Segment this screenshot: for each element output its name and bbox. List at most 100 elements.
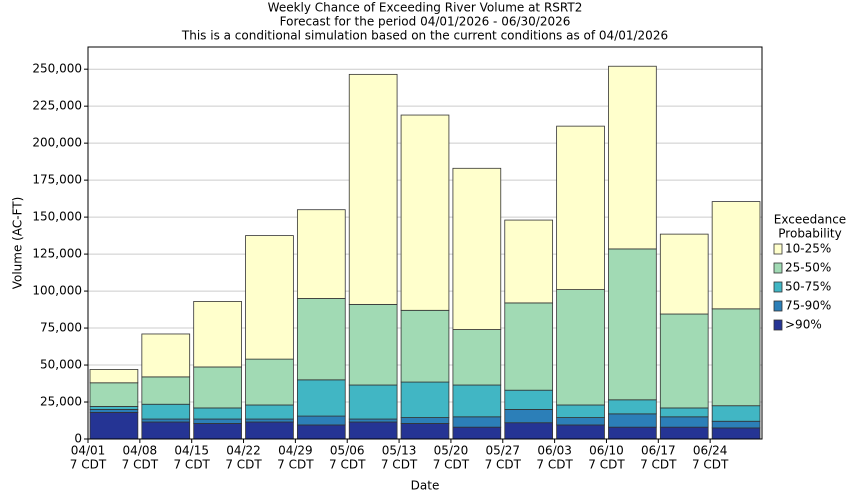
bar-segment [452, 329, 502, 386]
bar-segment [556, 404, 605, 418]
bar-segment [608, 399, 657, 415]
bar-segment [348, 421, 398, 440]
bar-segment [556, 125, 605, 290]
bar-segment [245, 235, 294, 360]
bar-segment [141, 403, 191, 420]
y-tick-label: 250,000 [32, 62, 82, 76]
x-tick-sublabel: 7 CDT [277, 458, 314, 472]
x-tick-sublabel: 7 CDT [433, 458, 470, 472]
bar-segment [89, 382, 139, 407]
y-tick-label: 200,000 [32, 136, 82, 150]
x-tick-sublabel: 7 CDT [122, 458, 159, 472]
bar-segment [141, 333, 191, 378]
bar-segment [348, 303, 398, 386]
bar-segment [608, 65, 657, 250]
bar-segment [452, 416, 502, 428]
bar-segment [608, 248, 657, 401]
x-tick-label: 05/06 [330, 444, 365, 458]
legend-swatch [773, 262, 783, 274]
x-tick-sublabel: 7 CDT [692, 458, 729, 472]
bar-segment [193, 418, 242, 424]
bar-segment [348, 384, 398, 420]
y-tick-label: 225,000 [32, 99, 82, 113]
bar-segment [452, 384, 502, 418]
chart-subtitle: This is a conditional simulation based o… [181, 29, 668, 43]
bar-segment [504, 219, 554, 304]
x-tick-sublabel: 7 CDT [173, 458, 210, 472]
x-tick-sublabel: 7 CDT [588, 458, 625, 472]
bar-segment [296, 379, 346, 417]
bar-segment [193, 366, 242, 409]
y-tick-label: 125,000 [32, 247, 82, 261]
bar-segment [193, 423, 242, 440]
x-tick-label: 04/29 [278, 444, 313, 458]
bar-segment [711, 405, 761, 422]
x-tick-label: 04/08 [123, 444, 158, 458]
bar-segment [296, 415, 346, 426]
y-tick-label: 0 [74, 432, 82, 446]
legend-label: 25-50% [785, 261, 831, 275]
bar-segment [245, 418, 294, 423]
bar-segment [400, 423, 450, 440]
chart-title: Weekly Chance of Exceeding River Volume … [268, 1, 583, 15]
x-tick-label: 04/22 [226, 444, 261, 458]
bar-segment [659, 426, 709, 440]
x-tick-sublabel: 7 CDT [329, 458, 366, 472]
x-tick-sublabel: 7 CDT [381, 458, 418, 472]
bar-segment [400, 114, 450, 311]
x-tick-sublabel: 7 CDT [536, 458, 573, 472]
x-tick-label: 06/24 [693, 444, 728, 458]
bar-segment [659, 313, 709, 409]
bar-segment [89, 406, 139, 410]
bar-segment [89, 369, 139, 384]
bar-segment [504, 302, 554, 391]
x-tick-sublabel: 7 CDT [225, 458, 262, 472]
bar-segment [711, 420, 761, 429]
bar-segment [711, 308, 761, 407]
legend-swatch [773, 319, 783, 331]
plot-border [87, 46, 763, 440]
bar-segment [89, 409, 139, 413]
bar-segment [141, 421, 191, 440]
y-tick-label: 50,000 [40, 358, 82, 372]
bar-segment [245, 404, 294, 420]
x-tick-label: 05/13 [382, 444, 417, 458]
legend-swatch [773, 300, 783, 312]
bar-segment [400, 417, 450, 424]
y-tick-label: 150,000 [32, 210, 82, 224]
bar-segment [504, 409, 554, 424]
x-tick-label: 06/10 [589, 444, 624, 458]
bar-segment [452, 426, 502, 440]
x-tick-label: 05/20 [434, 444, 469, 458]
legend-swatch [773, 281, 783, 293]
bar-segment [141, 418, 191, 423]
x-tick-label: 04/15 [174, 444, 209, 458]
bar-segment [452, 167, 502, 330]
bar-segment [296, 298, 346, 381]
legend-label: >90% [785, 318, 822, 332]
x-tick-sublabel: 7 CDT [70, 458, 107, 472]
legend-label: 50-75% [785, 280, 831, 294]
y-axis-label: Volume (AC-FT) [11, 197, 25, 290]
bar-segment [556, 417, 605, 426]
x-tick-sublabel: 7 CDT [640, 458, 677, 472]
legend-title: Probability [778, 227, 841, 241]
bar-segment [504, 389, 554, 410]
bar-segment [245, 358, 294, 406]
x-tick-sublabel: 7 CDT [485, 458, 522, 472]
chart-subtitle: Forecast for the period 04/01/2026 - 06/… [280, 15, 571, 29]
bar-segment [608, 426, 657, 440]
y-tick-label: 175,000 [32, 173, 82, 187]
bar-segment [193, 407, 242, 420]
bar-segment [711, 201, 761, 310]
bar-segment [296, 209, 346, 299]
bar-segment [711, 427, 761, 440]
bar-segment [141, 376, 191, 405]
x-tick-label: 06/17 [641, 444, 676, 458]
x-tick-label: 04/01 [71, 444, 106, 458]
bar-segment [556, 289, 605, 406]
bar-segment [659, 407, 709, 418]
bar-segment [296, 424, 346, 440]
